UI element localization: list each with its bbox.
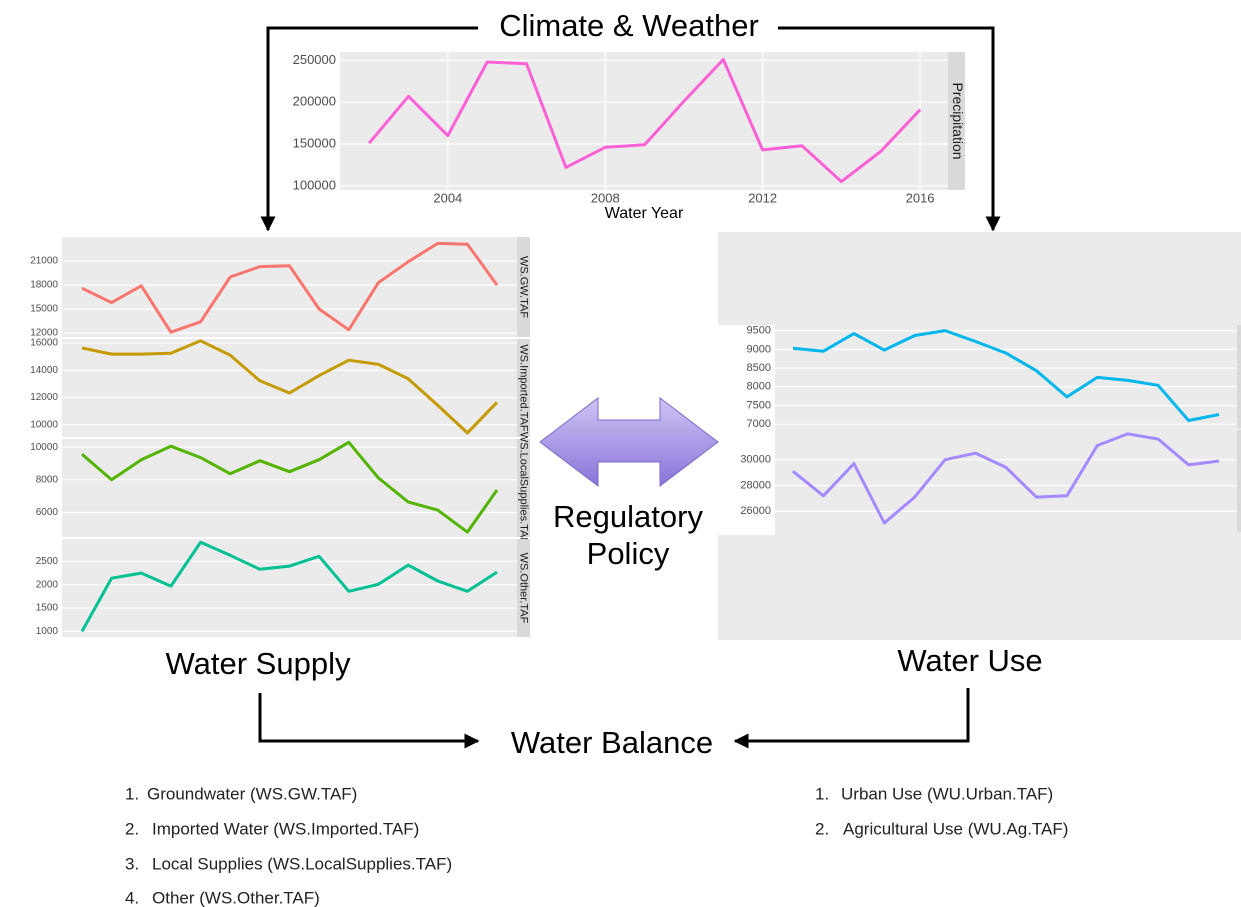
list-number: 2.	[815, 819, 829, 838]
y-tick-label: 150000	[293, 135, 336, 150]
balance-label: Water Balance	[511, 725, 713, 760]
list-item: Groundwater (WS.GW.TAF)	[147, 784, 357, 803]
y-tick-label: 14000	[30, 365, 58, 376]
x-tick-label: 2016	[906, 190, 935, 205]
data-line	[792, 432, 1220, 525]
y-tick-label: 1000	[36, 626, 59, 637]
data-line	[81, 339, 499, 435]
list-item: Local Supplies (WS.LocalSupplies.TAF)	[152, 854, 452, 873]
strip	[948, 52, 965, 190]
list-item: Imported Water (WS.Imported.TAF)	[152, 819, 419, 838]
supply-list: 1. Groundwater (WS.GW.TAF) 2. Imported W…	[125, 784, 452, 907]
x-tick-label: 2008	[591, 190, 620, 205]
data-line	[792, 329, 1220, 422]
x-tick-label: 2012	[748, 190, 777, 205]
y-tick-label: 10000	[30, 442, 58, 453]
y-tick-label: 26000	[740, 505, 771, 517]
climate-label: Climate & Weather	[499, 8, 759, 43]
y-tick-label: 8000	[747, 381, 771, 393]
arrow	[733, 688, 970, 749]
data-line	[81, 241, 499, 334]
chart: WS.Other.TAF 1000 1500 2000 2500	[36, 539, 530, 637]
plot-background	[62, 539, 517, 637]
arrow	[258, 693, 480, 749]
plot-background	[340, 52, 948, 190]
y-tick-label: 250000	[293, 52, 336, 67]
double-arrow	[539, 396, 719, 488]
plot-background	[62, 439, 517, 537]
y-tick-label: 8000	[36, 474, 59, 485]
use-list: 1. Urban Use (WU.Urban.TAF) 2. Agricultu…	[815, 784, 1068, 838]
y-tick-label: 21000	[30, 256, 58, 267]
y-tick-label: 10000	[30, 419, 58, 430]
y-tick-label: 2000	[36, 579, 59, 590]
y-tick-label: 18000	[30, 280, 58, 291]
y-tick-label: 7500	[747, 399, 771, 411]
list-number: 4.	[125, 888, 139, 907]
use-label: Water Use	[897, 643, 1042, 678]
use-axis-area	[718, 325, 775, 535]
strip-label: WS.GW.TAF	[518, 256, 530, 318]
data-line	[80, 540, 498, 633]
y-tick-label: 8500	[747, 362, 771, 374]
strip	[1237, 325, 1241, 428]
strip-label: WS.Imported.TAF	[518, 344, 530, 431]
chart: Precipitation 100000 150000 200000 250000 200…	[293, 52, 966, 222]
y-tick-label: 28000	[740, 479, 771, 491]
plot-background	[775, 430, 1237, 532]
y-tick-label: 12000	[30, 328, 58, 339]
arrows	[258, 26, 1001, 749]
list-item: Agricultural Use (WU.Ag.TAF)	[843, 819, 1068, 838]
list-item: Urban Use (WU.Urban.TAF)	[841, 784, 1053, 803]
list-item: Other (WS.Other.TAF)	[152, 888, 320, 907]
list-number: 1.	[125, 784, 139, 803]
list-number: 2.	[125, 819, 139, 838]
chart: WS.Imported.TAF 10000 12000 14000 16000	[30, 338, 530, 437]
y-tick-label: 12000	[30, 392, 58, 403]
y-tick-label: 16000	[30, 338, 58, 349]
y-tick-label: 2500	[36, 556, 59, 567]
data-line	[81, 440, 499, 534]
x-tick-label: 2004	[433, 190, 462, 205]
policy-label: Policy	[587, 536, 670, 571]
y-tick-label: 9500	[747, 325, 771, 337]
strip-label: WS.Other.TAF	[518, 553, 530, 624]
chart: WS.LocalSupplies.TAF 6000 8000 10000	[30, 432, 530, 545]
plot-background	[62, 237, 517, 337]
strip-label: Precipitation	[950, 82, 966, 159]
list-number: 3.	[125, 854, 139, 873]
policy-label: Regulatory	[553, 499, 703, 534]
x-axis-title: Water Year	[605, 205, 684, 222]
chart: 7000 7500 8000 8500 9000 9500	[747, 325, 1241, 430]
y-tick-label: 9000	[747, 343, 771, 355]
y-tick-label: 100000	[293, 177, 336, 192]
strip	[517, 539, 530, 637]
plot-background	[775, 325, 1237, 428]
strip	[517, 237, 530, 337]
strip-label: WS.LocalSupplies.TAF	[518, 432, 530, 545]
arrow	[260, 26, 478, 232]
strip	[517, 339, 530, 437]
data-line	[367, 58, 922, 184]
arrow	[778, 26, 1001, 232]
strip	[1237, 430, 1241, 532]
strip	[517, 439, 530, 537]
y-tick-label: 30000	[740, 454, 771, 466]
chart: WS.GW.TAF 12000 15000 18000 21000	[30, 237, 530, 339]
list-number: 1.	[815, 784, 829, 803]
y-tick-label: 6000	[36, 507, 59, 518]
y-tick-label: 15000	[30, 304, 58, 315]
y-tick-label: 7000	[747, 418, 771, 430]
supply-label: Water Supply	[166, 646, 351, 681]
y-tick-label: 200000	[293, 94, 336, 109]
chart: 26000 28000 30000	[740, 430, 1241, 532]
y-tick-label: 1500	[36, 603, 59, 614]
